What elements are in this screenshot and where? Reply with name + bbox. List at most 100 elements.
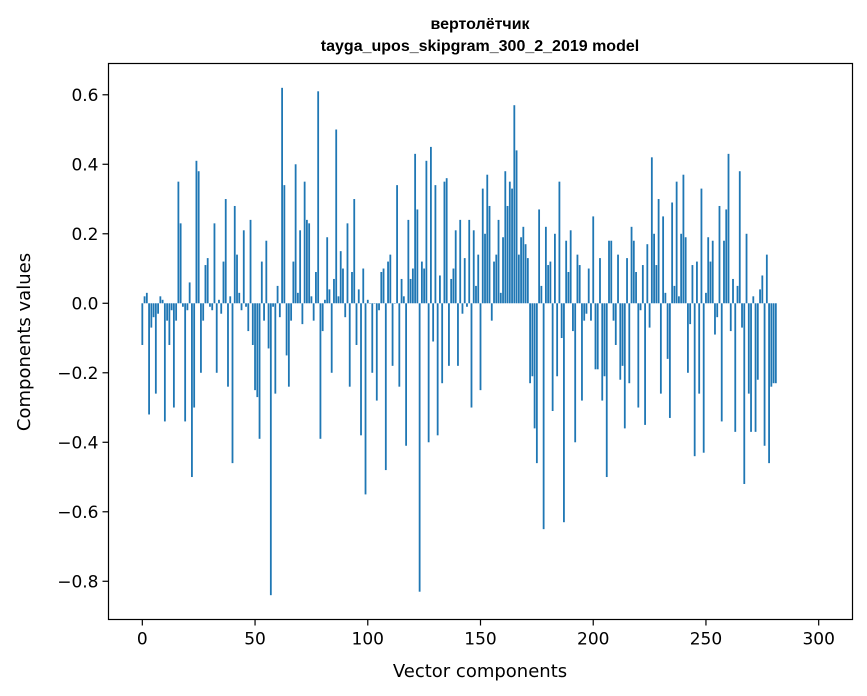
bar xyxy=(441,303,444,384)
bar xyxy=(258,303,261,439)
bar xyxy=(150,303,153,328)
bar xyxy=(727,153,730,304)
bar xyxy=(254,303,256,391)
bar xyxy=(513,105,516,304)
bar xyxy=(759,289,761,304)
bar xyxy=(443,181,446,304)
bar xyxy=(326,237,329,304)
y-tick-label: 0.6 xyxy=(71,86,98,106)
bar xyxy=(714,303,716,335)
bar xyxy=(436,303,439,436)
bar xyxy=(540,285,543,304)
bar xyxy=(578,265,581,304)
bar xyxy=(754,303,757,432)
bar xyxy=(434,185,437,304)
bar xyxy=(218,299,220,304)
bar xyxy=(693,303,696,457)
bar xyxy=(520,237,522,304)
bar xyxy=(193,303,196,408)
bar xyxy=(587,268,590,304)
bar xyxy=(364,303,367,495)
bar xyxy=(756,303,759,380)
bar xyxy=(666,303,669,359)
bar xyxy=(414,153,417,304)
bar xyxy=(324,299,326,304)
bar xyxy=(346,223,349,304)
bar xyxy=(175,303,178,321)
x-tick-label: 200 xyxy=(577,630,609,650)
bar xyxy=(423,268,426,304)
bar xyxy=(565,240,568,304)
bar xyxy=(209,303,211,307)
bar xyxy=(504,171,507,304)
bar xyxy=(605,303,608,478)
bar xyxy=(382,268,385,304)
y-tick-label: −0.2 xyxy=(57,364,98,384)
bar xyxy=(463,258,466,304)
x-ticks-group: 0 50 100 150 200 250 300 xyxy=(137,619,835,650)
bar xyxy=(551,303,554,411)
bar xyxy=(159,296,162,304)
bar xyxy=(623,303,626,429)
bar xyxy=(621,303,624,366)
bar xyxy=(655,265,658,304)
bar xyxy=(554,233,556,304)
bar xyxy=(547,265,550,304)
bar xyxy=(542,303,545,530)
bar xyxy=(450,278,453,304)
bar xyxy=(682,174,685,304)
bar xyxy=(705,292,707,304)
bar xyxy=(646,244,649,304)
bar xyxy=(535,303,538,464)
bar xyxy=(617,254,619,304)
bar xyxy=(337,296,340,304)
bar xyxy=(211,303,214,311)
bar xyxy=(608,240,610,304)
bar xyxy=(689,303,692,325)
x-tick-label: 250 xyxy=(690,630,722,650)
y-tick-label: 0.2 xyxy=(71,225,98,245)
bar xyxy=(720,303,723,422)
bar xyxy=(691,265,694,304)
bar xyxy=(750,303,752,432)
bar xyxy=(468,219,471,304)
bar xyxy=(168,303,171,345)
bar xyxy=(276,285,279,304)
bar xyxy=(274,303,277,394)
bar xyxy=(145,292,148,304)
bar xyxy=(247,303,250,332)
bar xyxy=(563,303,565,523)
bar xyxy=(765,254,768,304)
bar xyxy=(524,244,527,304)
bar xyxy=(581,303,583,401)
bar xyxy=(195,160,198,304)
bar xyxy=(596,303,599,370)
bar xyxy=(479,303,482,391)
bar xyxy=(177,181,180,304)
bar xyxy=(770,303,773,387)
bar xyxy=(732,278,734,304)
bar xyxy=(283,185,286,304)
bar xyxy=(650,157,653,304)
bar xyxy=(529,303,531,384)
bar xyxy=(619,303,622,380)
bar xyxy=(747,303,750,394)
bar xyxy=(215,303,218,373)
bar xyxy=(378,303,380,311)
bar xyxy=(711,240,714,304)
bar xyxy=(741,303,743,328)
bar xyxy=(662,216,665,304)
bar xyxy=(170,303,173,311)
bar xyxy=(430,146,432,304)
bar xyxy=(684,237,687,304)
bar xyxy=(186,303,189,311)
bar xyxy=(644,303,646,425)
bar xyxy=(502,237,504,304)
y-tick-label: 0.0 xyxy=(71,294,98,314)
bar xyxy=(484,233,486,304)
bar xyxy=(472,230,475,304)
bar xyxy=(204,265,207,304)
x-tick-label: 0 xyxy=(137,630,148,650)
bar xyxy=(678,296,680,304)
